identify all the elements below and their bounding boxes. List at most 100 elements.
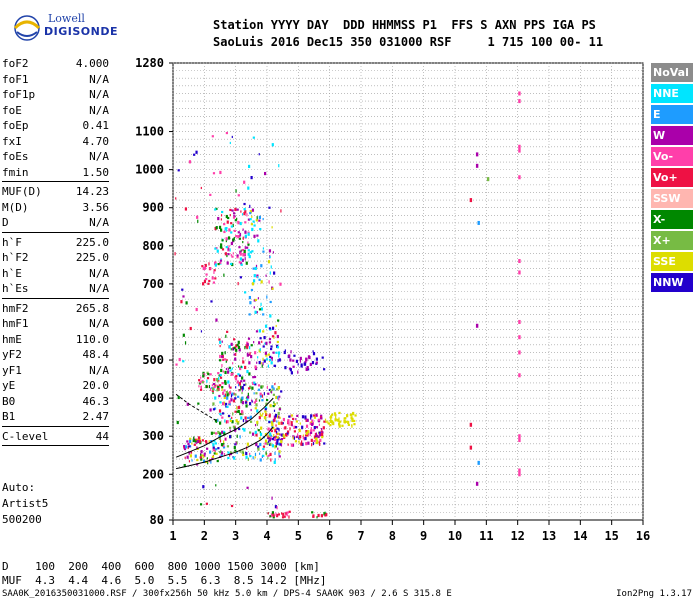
echo-point	[299, 435, 302, 439]
echo-point	[295, 425, 298, 429]
echo-point	[306, 432, 310, 436]
echo-point	[316, 434, 319, 438]
echo-point	[265, 341, 268, 345]
x-tick-label: 9	[420, 529, 427, 543]
echo-point	[288, 510, 291, 513]
echo-point	[237, 405, 241, 409]
echo-point	[318, 441, 320, 444]
echo-point	[321, 432, 324, 436]
echo-point	[253, 234, 256, 238]
echo-point	[304, 415, 307, 419]
echo-point	[252, 456, 254, 460]
echo-point	[244, 291, 247, 294]
echo-point	[240, 380, 243, 383]
echo-point	[219, 245, 223, 249]
echo-point	[229, 141, 231, 145]
echo-point	[232, 372, 234, 375]
echo-point	[317, 435, 320, 439]
echo-point	[213, 452, 216, 455]
echo-point	[269, 314, 272, 318]
echo-point	[241, 248, 245, 252]
echo-point	[191, 459, 193, 462]
echo-point	[228, 426, 232, 429]
echo-point	[223, 273, 225, 277]
echo-point	[244, 207, 246, 211]
echo-point	[205, 384, 208, 389]
echo-point	[289, 368, 292, 372]
echo-point	[231, 135, 233, 139]
echo-point	[267, 260, 271, 264]
echo-point	[278, 397, 280, 401]
echo-point	[232, 425, 235, 428]
echo-point	[223, 453, 226, 457]
echo-point	[239, 435, 241, 439]
echo-point	[307, 368, 310, 371]
param-row: yF1 N/A	[2, 363, 109, 379]
echo-point	[251, 400, 253, 403]
echo-point	[220, 368, 223, 373]
echo-point	[271, 357, 273, 361]
echo-point	[295, 418, 297, 421]
echo-point	[237, 395, 240, 398]
echo-point	[312, 352, 316, 356]
param-value: N/A	[89, 150, 109, 163]
echo-point	[232, 348, 234, 351]
echo-point	[226, 420, 229, 424]
param-row: foF2 4.000	[2, 56, 109, 72]
echo-point	[201, 379, 204, 383]
echo-point	[276, 340, 279, 344]
echo-point	[354, 414, 357, 417]
echo-point	[241, 396, 244, 400]
echo-point	[213, 378, 216, 382]
echo-point	[311, 511, 314, 514]
echo-point	[250, 223, 253, 226]
echo-point	[314, 432, 317, 437]
echo-point	[221, 210, 224, 214]
echo-point	[246, 442, 249, 446]
param-value: 20.0	[82, 379, 110, 392]
echo-point	[222, 444, 225, 447]
echo-point	[222, 370, 224, 373]
echo-point	[324, 513, 327, 517]
echo-point	[244, 234, 247, 238]
echo-point	[313, 416, 317, 419]
echo-point	[264, 324, 268, 328]
echo-point	[253, 274, 256, 278]
echo-point	[280, 440, 283, 444]
echo-point	[313, 425, 316, 430]
muf-row: MUF 4.3 4.4 4.6 5.0 5.5 6.3 8.5 14.2 [MH…	[2, 574, 327, 587]
echo-point	[228, 400, 231, 404]
echo-point	[271, 425, 273, 429]
echo-point	[276, 427, 279, 430]
echo-point	[188, 160, 192, 164]
spur-point	[518, 319, 521, 324]
echo-point	[241, 401, 245, 405]
echo-point	[221, 239, 224, 242]
echo-point	[196, 463, 199, 466]
echo-point	[216, 459, 219, 463]
echo-point	[186, 402, 189, 406]
echo-point	[218, 376, 220, 381]
param-row: fmin 1.50	[2, 165, 109, 181]
echo-point	[254, 383, 257, 386]
echo-point	[276, 436, 279, 439]
echo-point	[248, 402, 252, 406]
echo-point	[288, 515, 290, 519]
echo-point	[274, 331, 277, 335]
echo-point	[236, 380, 239, 384]
echo-point	[206, 457, 208, 460]
echo-point	[222, 446, 226, 449]
echo-point	[220, 243, 223, 247]
echo-point	[277, 411, 280, 416]
legend-item: Vo+	[651, 168, 693, 187]
echo-point	[239, 233, 241, 237]
echo-point	[290, 421, 293, 425]
echo-point	[273, 409, 276, 412]
echo-point	[266, 385, 268, 389]
echo-point	[238, 427, 241, 431]
echo-point	[265, 402, 268, 406]
echo-point	[309, 421, 312, 426]
echo-point	[272, 251, 274, 254]
echo-point	[246, 353, 249, 357]
